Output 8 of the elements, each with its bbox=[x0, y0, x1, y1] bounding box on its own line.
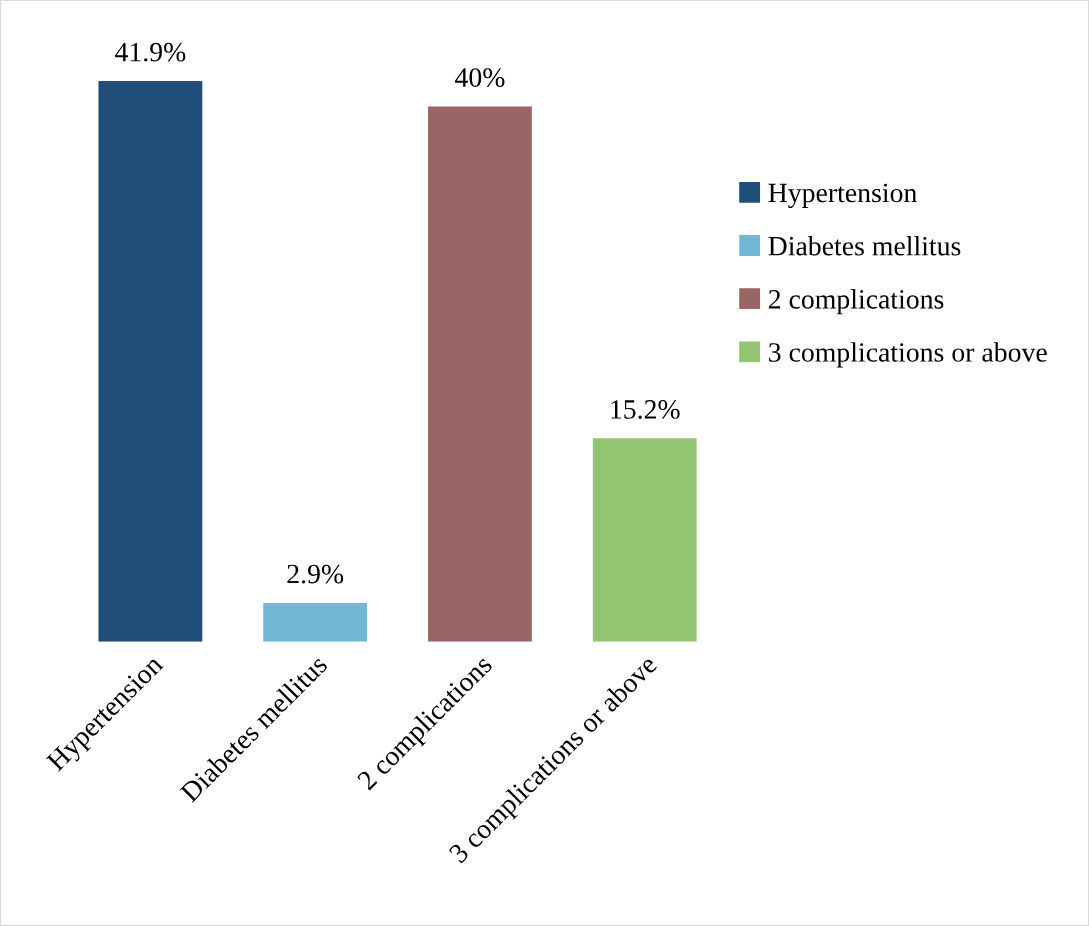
legend-label: Hypertension bbox=[768, 183, 917, 209]
legend-label: Diabetes mellitus bbox=[768, 235, 961, 256]
legend-label: 2 complications bbox=[768, 289, 944, 315]
data-label: 2.9% bbox=[287, 564, 344, 584]
data-label: 40% bbox=[455, 68, 505, 88]
data-label: 15.2% bbox=[611, 400, 680, 419]
legend-label: 3 complications or above bbox=[769, 342, 1047, 368]
data-label: 41.9% bbox=[115, 42, 186, 62]
